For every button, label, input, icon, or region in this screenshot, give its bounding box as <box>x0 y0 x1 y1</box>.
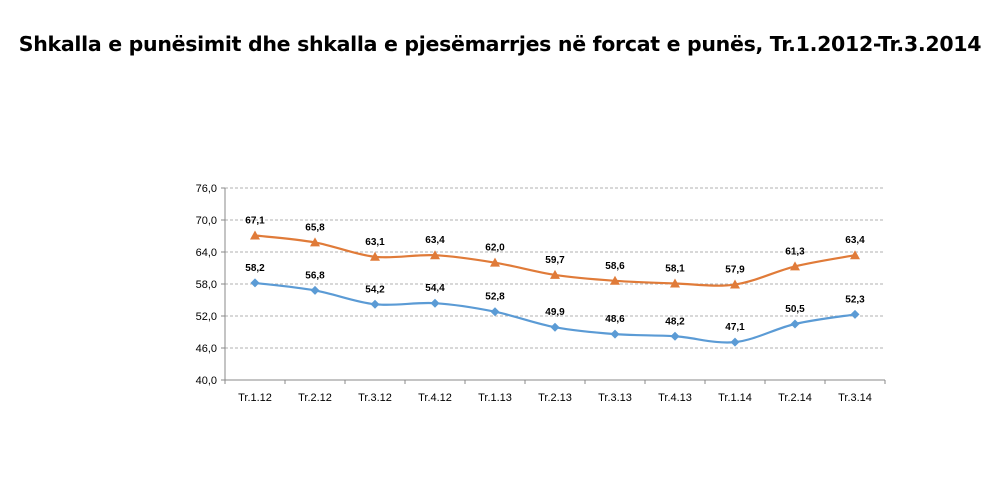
y-tick-label: 52,0 <box>196 311 217 323</box>
data-label: 63,4 <box>425 235 445 246</box>
diamond-marker <box>490 307 500 317</box>
diamond-marker <box>310 285 320 295</box>
diamond-marker <box>610 329 620 339</box>
data-label: 67,1 <box>245 215 265 226</box>
data-label: 58,2 <box>245 263 265 274</box>
data-label: 48,2 <box>665 316 685 327</box>
diamond-marker <box>730 337 740 347</box>
triangle-marker <box>790 261 800 271</box>
triangle-marker <box>850 250 860 260</box>
data-label: 61,3 <box>785 246 805 257</box>
diamond-marker <box>670 331 680 341</box>
triangle-marker <box>430 250 440 260</box>
data-label: 48,6 <box>605 314 625 325</box>
data-label: 58,6 <box>605 261 625 272</box>
x-tick-label: Tr.3.12 <box>358 392 392 404</box>
data-label: 54,2 <box>365 284 385 295</box>
x-tick-label: Tr.1.12 <box>238 392 272 404</box>
diamond-marker <box>250 278 260 288</box>
data-label: 49,9 <box>545 307 565 318</box>
triangle-marker <box>670 278 680 288</box>
data-label: 54,4 <box>425 283 445 294</box>
x-tick-label: Tr.1.13 <box>478 392 512 404</box>
x-tick-label: Tr.1.14 <box>718 392 752 404</box>
triangle-marker <box>550 269 560 279</box>
y-tick-label: 46,0 <box>196 343 217 355</box>
data-label: 50,5 <box>785 304 805 315</box>
data-label: 47,1 <box>725 322 745 333</box>
x-tick-label: Tr.3.14 <box>838 392 872 404</box>
triangle-marker <box>490 257 500 267</box>
triangle-marker <box>610 275 620 285</box>
y-tick-label: 58,0 <box>196 279 217 291</box>
triangle-marker <box>730 279 740 289</box>
data-label: 63,1 <box>365 237 385 248</box>
y-tick-label: 76,0 <box>196 183 217 195</box>
data-label: 58,1 <box>665 263 685 274</box>
y-tick-label: 40,0 <box>196 375 217 387</box>
y-tick-label: 64,0 <box>196 247 217 259</box>
x-tick-label: Tr.2.12 <box>298 392 332 404</box>
data-label: 56,8 <box>305 270 325 281</box>
x-tick-label: Tr.2.14 <box>778 392 812 404</box>
triangle-marker <box>370 251 380 261</box>
diamond-marker <box>850 309 860 319</box>
data-label: 52,8 <box>485 292 505 303</box>
x-tick-label: Tr.2.13 <box>538 392 572 404</box>
diamond-marker <box>550 322 560 332</box>
data-label: 59,7 <box>545 255 565 266</box>
triangle-marker <box>310 237 320 247</box>
diamond-marker <box>430 298 440 308</box>
data-label: 52,3 <box>845 294 865 305</box>
x-tick-label: Tr.4.13 <box>658 392 692 404</box>
y-tick-label: 70,0 <box>196 215 217 227</box>
diamond-marker <box>790 319 800 329</box>
chart-title: Shkalla e punësimit dhe shkalla e pjesëm… <box>18 32 982 56</box>
data-label: 65,8 <box>305 222 325 233</box>
data-label: 63,4 <box>845 235 865 246</box>
x-tick-label: Tr.3.13 <box>598 392 632 404</box>
data-label: 57,9 <box>725 265 745 276</box>
data-label: 62,0 <box>485 243 505 254</box>
x-tick-label: Tr.4.12 <box>418 392 452 404</box>
diamond-marker <box>370 299 380 309</box>
triangle-marker <box>250 230 260 240</box>
